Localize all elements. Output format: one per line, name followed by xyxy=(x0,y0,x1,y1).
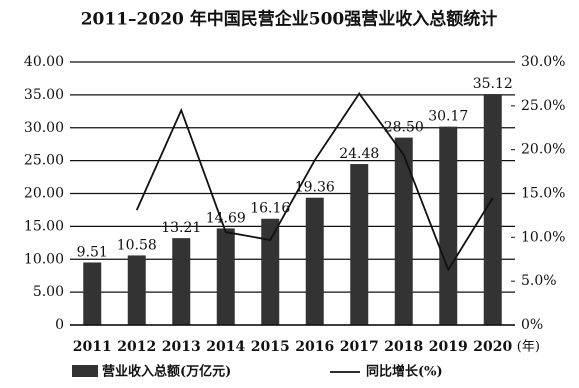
x-tick-label: 2014 xyxy=(206,339,245,355)
y-tick-label: 25.00 xyxy=(24,153,64,169)
legend-label: 营业收入总额(万亿元) xyxy=(102,364,231,380)
x-tick-label: 2015 xyxy=(251,339,290,355)
bar xyxy=(483,94,502,325)
x-tick-label: 2013 xyxy=(162,339,201,355)
x-tick-label: 2020 xyxy=(473,339,512,355)
y2-tick-label: 20.0% xyxy=(521,142,565,158)
y-tick-label: 0 xyxy=(55,317,64,333)
bar xyxy=(439,126,458,325)
x-axis-label: (年) xyxy=(517,340,540,355)
bar xyxy=(261,218,280,325)
y2-tick-label: 15.0% xyxy=(521,186,565,202)
bar-value-label: 10.58 xyxy=(117,237,157,253)
bar-value-label: 28.50 xyxy=(384,120,424,136)
x-tick-label: 2012 xyxy=(117,339,156,355)
y-tick-label: 10.00 xyxy=(24,251,64,267)
bar-value-label: 30.17 xyxy=(428,109,468,125)
y-tick-label: 40.00 xyxy=(24,54,64,70)
y-tick-label: 5.00 xyxy=(33,284,64,300)
y-tick-label: 30.00 xyxy=(24,120,64,136)
bar-value-label: 19.36 xyxy=(295,180,335,196)
chart-title: 2011–2020 年中国民营企业500强营业收入总额统计 xyxy=(81,9,498,30)
bar-value-label: 24.48 xyxy=(339,146,379,162)
x-tick-label: 2019 xyxy=(429,339,468,355)
bar-value-label: 35.12 xyxy=(473,76,513,92)
bar-value-label: 16.16 xyxy=(250,201,290,217)
bar xyxy=(350,164,369,325)
growth-line xyxy=(135,91,494,272)
y-tick-label: 35.00 xyxy=(24,87,64,103)
bar xyxy=(172,238,191,325)
y-tick-label: 15.00 xyxy=(24,218,64,234)
bar xyxy=(305,197,324,325)
bar xyxy=(394,137,413,325)
bar-value-label: 9.51 xyxy=(77,244,108,260)
x-tick-label: 2018 xyxy=(384,339,423,355)
x-tick-label: 2017 xyxy=(340,339,379,355)
legend-swatch xyxy=(72,365,98,377)
y-tick-label: 20.00 xyxy=(24,186,64,202)
y2-tick-label: 25.0% xyxy=(521,98,565,114)
bar xyxy=(83,262,102,325)
x-tick-label: 2016 xyxy=(295,339,334,355)
x-tick-label: 2011 xyxy=(73,339,112,355)
y2-tick-label: 0% xyxy=(521,317,543,333)
legend-label: 同比增长(%) xyxy=(366,364,443,380)
y2-tick-label: 30.0% xyxy=(521,54,565,70)
y2-tick-label: 5.0% xyxy=(521,273,557,289)
bar-value-label: 14.69 xyxy=(206,210,246,226)
y2-tick-label: 10.0% xyxy=(521,229,565,245)
bar-value-label: 13.21 xyxy=(161,220,201,236)
bar xyxy=(216,228,235,325)
bar xyxy=(127,255,146,325)
